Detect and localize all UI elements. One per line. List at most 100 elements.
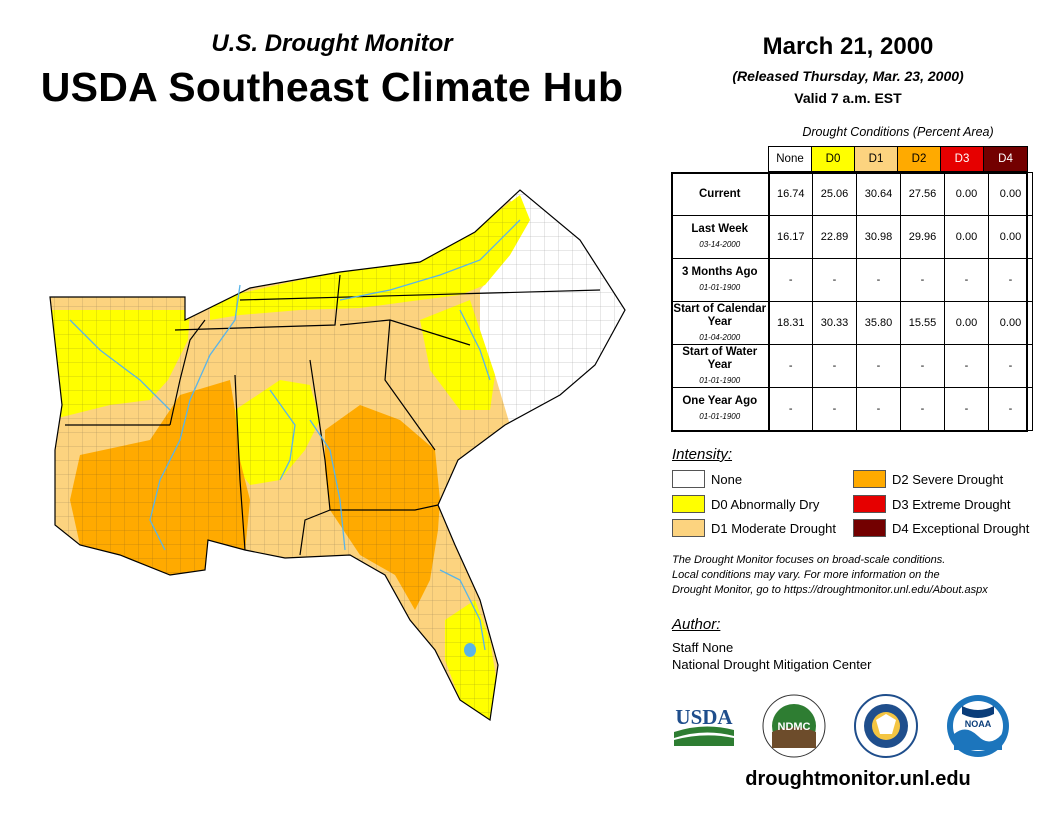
table-cell: 18.31 [768, 301, 813, 345]
row-date: 03-14-2000 [699, 240, 741, 249]
legend-swatch-none [672, 470, 705, 488]
footer-url[interactable]: droughtmonitor.unl.edu [745, 768, 971, 790]
table-row: 3 Months Ago 01-01-1900- - - - - - [671, 258, 1033, 302]
table-cell: 30.98 [856, 215, 901, 259]
table-cell: 0.00 [944, 215, 989, 259]
drought-areas [50, 190, 625, 720]
table-cell: - [768, 258, 813, 302]
row-label: Last Week [691, 223, 749, 235]
table-row: Last Week 03-14-2000 16.17 22.89 30.98 29.96 0… [671, 215, 1033, 259]
rivers [69, 219, 521, 651]
ndmc-logo: NDMC [762, 694, 826, 758]
legend-swatch-d4 [853, 519, 886, 537]
table-cell: 0.00 [988, 215, 1033, 259]
col-header-d2: D2 [897, 146, 941, 172]
table-cell: - [944, 344, 989, 388]
author-organization: National Drought Mitigation Center [672, 657, 872, 672]
table-cell: - [856, 258, 901, 302]
legend-item-d0: D0 Abnormally Dry [672, 495, 819, 513]
row-header: One Year Ago 01-01-1900 [671, 387, 770, 431]
table-cell: - [768, 344, 813, 388]
release-date: (Released Thursday, Mar. 23, 2000) [732, 68, 964, 84]
table-cell: 16.74 [768, 172, 813, 216]
state-borders [49, 189, 626, 722]
author-name: Staff None [672, 640, 734, 655]
table-cell: - [812, 258, 857, 302]
commerce-seal-logo [854, 694, 918, 758]
row-date: 01-04-2000 [699, 332, 741, 342]
table-cell: 0.00 [944, 172, 989, 216]
legend-swatch-d3 [853, 495, 886, 513]
drought-map [49, 189, 626, 722]
table-cell: - [988, 258, 1033, 302]
table-cell: - [988, 344, 1033, 388]
row-label: Current [698, 187, 741, 200]
table-cell: - [856, 387, 901, 431]
table-cell: 35.80 [856, 301, 901, 345]
legend-label-d4: D4 Exceptional Drought [892, 520, 1030, 536]
legend-swatch-d0 [672, 495, 705, 513]
table-cell: 30.64 [856, 172, 901, 216]
col-header-none: None [768, 146, 812, 172]
table-cell: 16.17 [768, 215, 813, 259]
table-cell: - [812, 344, 857, 388]
table-cell: 29.96 [900, 215, 945, 259]
table-row: One Year Ago 01-01-1900- - - - - - [671, 387, 1033, 431]
row-label: 3 Months Ago [681, 266, 758, 278]
report-date: March 21, 2000 [762, 33, 934, 60]
table-cell: - [812, 387, 857, 431]
col-header-d0: D0 [811, 146, 855, 172]
table-cell: - [944, 258, 989, 302]
table-cell: - [900, 258, 945, 302]
row-date: 01-01-1900 [699, 375, 741, 385]
col-header-d3: D3 [940, 146, 984, 172]
map-subtitle: U.S. Drought Monitor [211, 30, 453, 57]
row-label: Start of Water Year [682, 345, 758, 371]
legend-label-d0: D0 Abnormally Dry [711, 496, 820, 512]
legend-item-d2: D2 Severe Drought [853, 470, 1003, 488]
map-title: USDA Southeast Climate Hub [40, 64, 624, 110]
legend-label-none: None [711, 471, 743, 487]
table-caption: Drought Conditions (Percent Area) [802, 125, 994, 139]
row-label: One Year Ago [682, 395, 758, 407]
row-header: Start of Water Year 01-01-1900 [671, 344, 770, 388]
note-line-2: Local conditions may vary. For more info… [672, 569, 940, 581]
row-label: Start of Calendar Year [673, 302, 767, 328]
table-row: Current 16.74 25.06 30.64 27.56 0.00 0.00 [671, 172, 1033, 216]
note-line-1: The Drought Monitor focuses on broad-sca… [672, 554, 946, 566]
table-row: Start of Calendar Year 01-04-2000 18.31 30.… [671, 301, 1033, 345]
table-cell: - [944, 387, 989, 431]
note-line-3: Drought Monitor, go to https://droughtmo… [672, 584, 988, 596]
table-cell: 30.33 [812, 301, 857, 345]
legend-item-d1: D1 Moderate Drought [672, 519, 836, 537]
legend-title: Intensity: [672, 446, 733, 463]
table-row: Start of Water Year 01-01-1900- - - - - - [671, 344, 1033, 388]
table-cell: 15.55 [900, 301, 945, 345]
table-cell: 25.06 [812, 172, 857, 216]
county-lines [50, 190, 625, 720]
noaa-logo-text: NOAA [965, 719, 992, 729]
legend-label-d1: D1 Moderate Drought [711, 520, 837, 536]
usda-logo: USDA [674, 705, 734, 746]
table-cell: - [900, 344, 945, 388]
legend-swatch-d1 [672, 519, 705, 537]
valid-time: Valid 7 a.m. EST [794, 90, 902, 106]
legend-label-d3: D3 Extreme Drought [892, 496, 1011, 512]
author-label: Author: [672, 616, 721, 633]
row-date: 01-01-1900 [699, 283, 741, 292]
legend-item-d3: D3 Extreme Drought [853, 495, 1011, 513]
row-header: Last Week 03-14-2000 [671, 215, 770, 259]
table-cell: - [988, 387, 1033, 431]
row-date: 01-01-1900 [699, 412, 741, 421]
table-cell: - [856, 344, 901, 388]
table-cell: 22.89 [812, 215, 857, 259]
legend-label-d2: D2 Severe Drought [892, 471, 1004, 487]
col-header-d4: D4 [983, 146, 1028, 172]
row-header: 3 Months Ago 01-01-1900 [671, 258, 770, 302]
table-cell: - [768, 387, 813, 431]
table-cell: - [900, 387, 945, 431]
drought-conditions-table: Current 16.74 25.06 30.64 27.56 0.00 0.00 Last … [671, 172, 1033, 431]
lake-okeechobee [464, 643, 476, 657]
table-cell: 0.00 [944, 301, 989, 345]
row-header: Current [671, 172, 770, 216]
